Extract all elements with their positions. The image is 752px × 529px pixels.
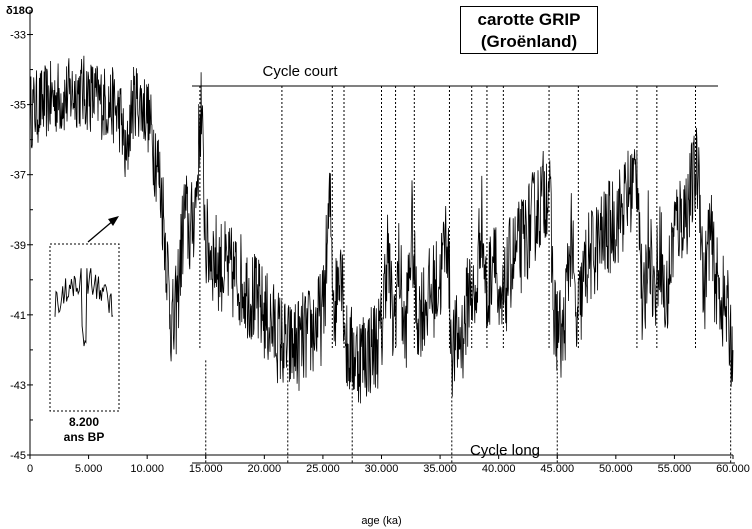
x-tick-label: 30.000 (365, 463, 399, 475)
x-tick-label: 0 (27, 463, 33, 475)
inset-label-unit: ans BP (64, 430, 105, 444)
chart-subtitle: (Groënland) (480, 32, 578, 51)
inset-arrow-head (108, 216, 119, 226)
y-tick-label: -37 (10, 170, 26, 182)
y-tick-label: -41 (10, 310, 26, 322)
x-tick-label: 55.000 (658, 463, 692, 475)
inset-box (49, 243, 120, 412)
x-tick-label: 20.000 (248, 463, 282, 475)
inset-label-year: 8.200 (69, 415, 99, 429)
y-tick-label: -35 (10, 100, 26, 112)
x-tick-label: 50.000 (599, 463, 633, 475)
inset-arrow-line (87, 219, 115, 243)
y-tick-label: -45 (10, 450, 26, 462)
y-tick-label: -43 (10, 380, 26, 392)
y-tick-label: -39 (10, 240, 26, 252)
x-tick-label: 15.000 (189, 463, 223, 475)
data-series-line (29, 55, 734, 404)
x-tick-label: 45.000 (540, 463, 574, 475)
y-axis-label: δ18O (6, 5, 34, 17)
cycle-court-label: Cycle court (262, 63, 338, 80)
chart-title: carotte GRIP (477, 10, 581, 29)
inset-series-line (54, 268, 114, 347)
x-tick-label: 35.000 (423, 463, 457, 475)
x-tick-label: 25.000 (306, 463, 340, 475)
x-axis-label: age (ka) (361, 515, 401, 527)
chart-title-box: carotte GRIP (Groënland) (460, 6, 598, 54)
cycle-long-label: Cycle long (470, 442, 540, 459)
x-tick-label: 5.000 (75, 463, 103, 475)
x-tick-label: 10.000 (130, 463, 164, 475)
x-tick-label: 40.000 (482, 463, 516, 475)
x-tick-label: 60.000 (716, 463, 750, 475)
y-tick-label: -33 (10, 30, 26, 42)
